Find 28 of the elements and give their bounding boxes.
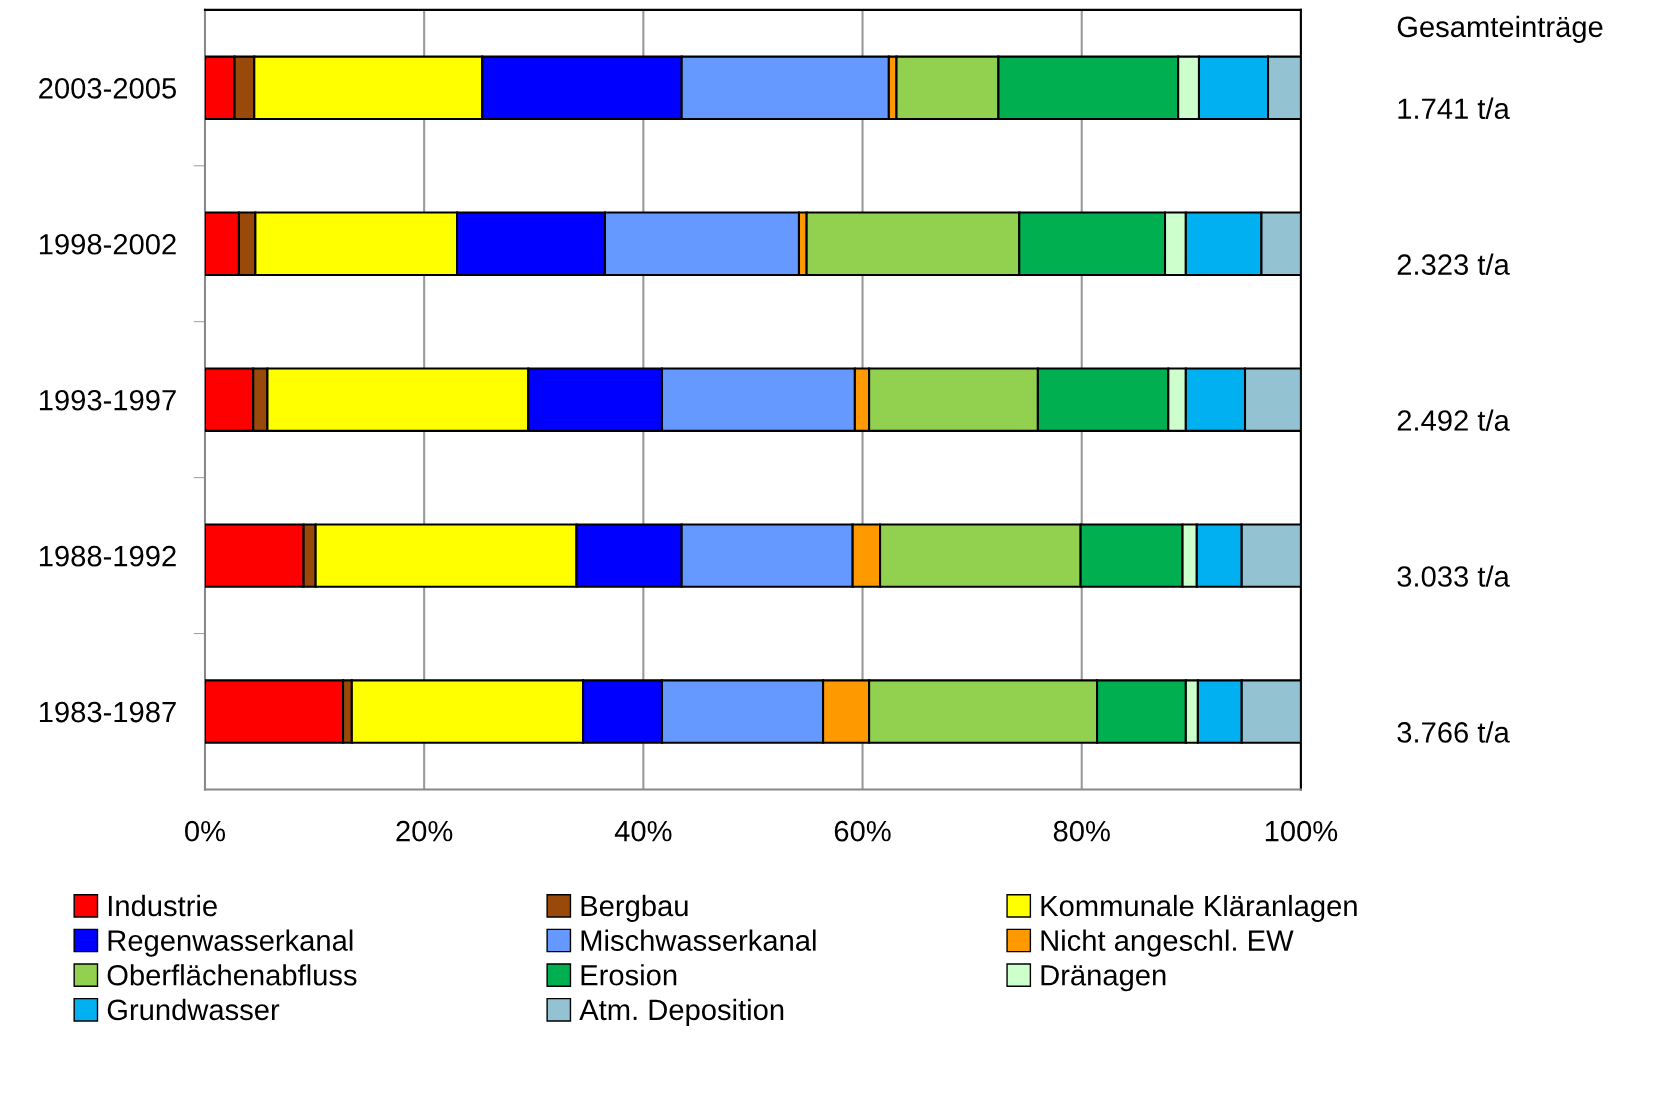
legend-label: Kommunale Kläranlagen: [1041, 894, 1357, 923]
legend-label: Erosion: [581, 964, 677, 986]
legend-label: Bergbau: [581, 894, 688, 923]
y-tick-label: 1998-2002: [39, 233, 176, 255]
y-tick-label: 2003-2005: [39, 78, 176, 99]
legend-label: Industrie: [108, 894, 217, 917]
x-tick-label: 60%: [834, 820, 891, 842]
x-tick-label: 20%: [396, 820, 453, 842]
y-tick-label: 1983-1987: [39, 701, 176, 723]
x-tick-label: 100%: [1265, 820, 1338, 842]
y-tick-label: 1988-1992: [39, 545, 176, 567]
text: 2.323 t/a: [1397, 253, 1510, 275]
x-tick-label: 80%: [1053, 820, 1110, 842]
text: 3.766 t/a: [1397, 721, 1510, 743]
text: 3.033 t/a: [1397, 565, 1510, 587]
legend-label: Grundwasser: [107, 998, 280, 1021]
x-tick-label: 40%: [614, 820, 672, 842]
legend-label: Mischwasserkanal: [581, 929, 816, 951]
legend-label: Dränagen: [1041, 965, 1166, 992]
y-tick-label: 1993-1997: [39, 389, 176, 411]
text: 1.741 t/a: [1398, 97, 1510, 120]
x-tick-label: 0%: [185, 820, 226, 842]
legend-label: Atm. Deposition: [579, 998, 784, 1026]
text: 2.492 t/a: [1397, 409, 1510, 431]
legend-label: Oberflächenabfluss: [107, 964, 357, 986]
legend-label: Nicht angeschl. EW: [1041, 929, 1294, 957]
text: Gesamteinträge: [1397, 15, 1603, 43]
legend-label: Regenwasserkanal: [108, 929, 353, 957]
